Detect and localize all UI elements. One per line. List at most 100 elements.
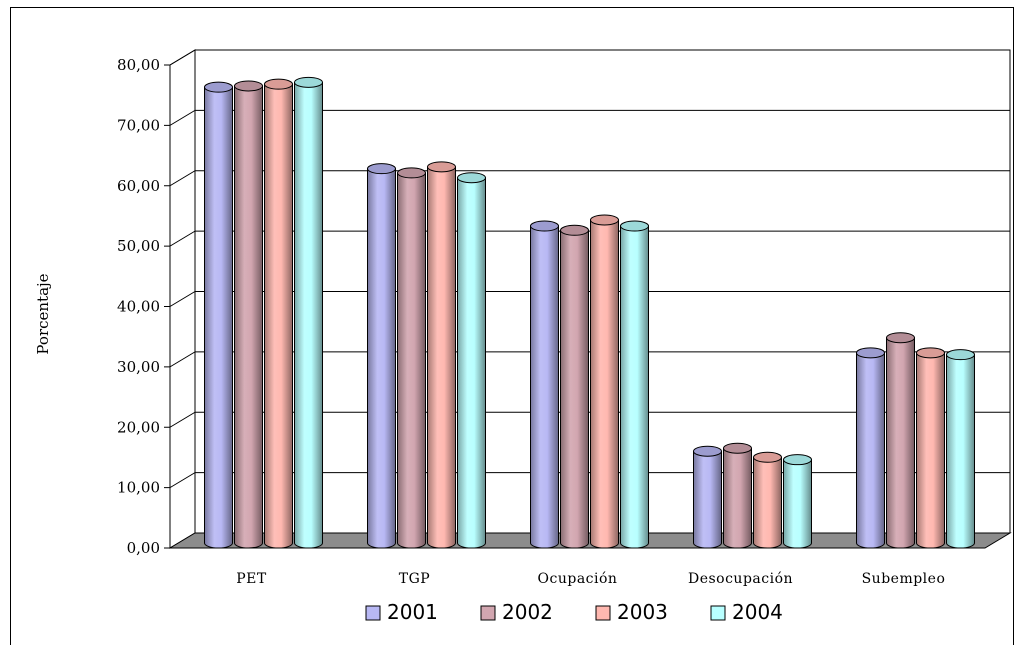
bar-top xyxy=(946,349,975,361)
bar-2003-Desocupación xyxy=(753,451,782,549)
gridline-side xyxy=(169,291,196,307)
bar-2001-Subempleo xyxy=(856,347,885,549)
bar-2001-Ocupación xyxy=(530,220,559,549)
bar-body xyxy=(693,450,722,549)
bar-2001-Desocupación xyxy=(693,445,722,549)
bar-body xyxy=(620,225,649,549)
bar-body xyxy=(234,85,263,549)
x-axis: PET TGP Ocupación Desocupación Subempleo xyxy=(170,547,985,587)
bar-2003-Subempleo xyxy=(916,347,945,549)
bar-body xyxy=(427,166,456,549)
bar-body xyxy=(457,177,486,549)
y-tick-label: 80,00 xyxy=(117,56,160,74)
bar-top xyxy=(264,78,293,90)
legend-label: 2002 xyxy=(502,600,553,624)
bar-2004-Desocupación xyxy=(783,454,812,549)
bar-2001-PET xyxy=(204,81,233,549)
bar-body xyxy=(397,172,426,549)
bar-body xyxy=(946,354,975,549)
bar-body xyxy=(916,352,945,549)
bar-2002-Desocupación xyxy=(723,442,752,549)
bar-body xyxy=(367,168,396,549)
y-tick-label: 50,00 xyxy=(117,237,160,255)
bar-top xyxy=(234,80,263,92)
bar-top xyxy=(723,442,752,454)
bar-body xyxy=(783,459,812,549)
bar-body xyxy=(204,86,233,549)
gridline-side xyxy=(169,170,196,187)
legend-item-2001: 2001 xyxy=(365,600,438,624)
bar-body xyxy=(264,83,293,549)
bar-body xyxy=(753,456,782,549)
bar-top xyxy=(753,451,782,463)
y-tick-label: 0,00 xyxy=(127,539,160,557)
bar-2004-Ocupación xyxy=(620,220,649,549)
gridline-side xyxy=(169,230,196,247)
legend-label: 2003 xyxy=(617,600,668,624)
legend-item-2002: 2002 xyxy=(480,600,553,624)
bar-body xyxy=(856,352,885,549)
bar-top xyxy=(693,445,722,457)
bar-top xyxy=(397,167,426,179)
y-tick-label: 60,00 xyxy=(117,177,160,195)
bar-top xyxy=(294,76,323,88)
y-tick-label: 70,00 xyxy=(117,116,160,134)
y-tick-label: 10,00 xyxy=(117,479,160,497)
gridline-side xyxy=(169,351,196,368)
bar-2002-TGP xyxy=(397,167,426,549)
legend-item-2004: 2004 xyxy=(710,600,783,624)
bar-top xyxy=(590,214,619,226)
x-tick-label: Ocupación xyxy=(538,571,618,587)
bar-body xyxy=(560,229,589,549)
bar-body xyxy=(530,225,559,549)
bar-top xyxy=(783,454,812,466)
y-tick-label: 40,00 xyxy=(117,298,160,316)
bar-body xyxy=(294,81,323,549)
bar-top xyxy=(886,332,915,344)
legend: 2001 2002 2003 2004 xyxy=(365,600,783,624)
bar-top xyxy=(427,161,456,173)
bar-2002-PET xyxy=(234,80,263,549)
bar-top xyxy=(367,163,396,175)
legend-label: 2001 xyxy=(387,600,438,624)
bar-2004-TGP xyxy=(457,172,486,549)
bar-2004-Subempleo xyxy=(946,349,975,549)
gridline-side xyxy=(169,109,196,126)
bar-top xyxy=(916,347,945,359)
bar-top xyxy=(620,220,649,232)
bar-2003-PET xyxy=(264,78,293,549)
bar-body xyxy=(590,219,619,549)
bar-top xyxy=(204,81,233,93)
x-tick-label: Subempleo xyxy=(862,571,946,587)
bars xyxy=(204,76,975,549)
bar-2003-TGP xyxy=(427,161,456,549)
legend-swatch xyxy=(710,605,726,621)
x-tick-label: Desocupación xyxy=(688,571,793,587)
x-tick-label: TGP xyxy=(399,571,430,587)
bar-top xyxy=(856,347,885,359)
y-tick-label: 20,00 xyxy=(117,418,160,436)
y-axis: 0,00 10,00 20,00 30,00 40,00 50,00 60,00 70,00 8… xyxy=(117,56,171,557)
y-axis-label: Porcentaje xyxy=(34,273,52,354)
bar-top xyxy=(530,220,559,232)
bar-2003-Ocupación xyxy=(590,214,619,549)
bar-top xyxy=(560,224,589,236)
bar-2002-Subempleo xyxy=(886,332,915,549)
bar-body xyxy=(886,337,915,549)
bar-body xyxy=(723,447,752,549)
x-tick-label: PET xyxy=(236,571,267,587)
gridline-side xyxy=(169,49,196,66)
legend-swatch xyxy=(365,605,381,621)
legend-label: 2004 xyxy=(732,600,783,624)
bar-2001-TGP xyxy=(367,163,396,549)
gridline-side xyxy=(169,411,196,428)
legend-swatch xyxy=(480,605,496,621)
y-tick-label: 30,00 xyxy=(117,358,160,376)
bar-2002-Ocupación xyxy=(560,224,589,549)
gridline-side xyxy=(169,472,196,489)
bar-2004-PET xyxy=(294,76,323,549)
legend-item-2003: 2003 xyxy=(595,600,668,624)
bar-top xyxy=(457,172,486,184)
legend-swatch xyxy=(595,605,611,621)
